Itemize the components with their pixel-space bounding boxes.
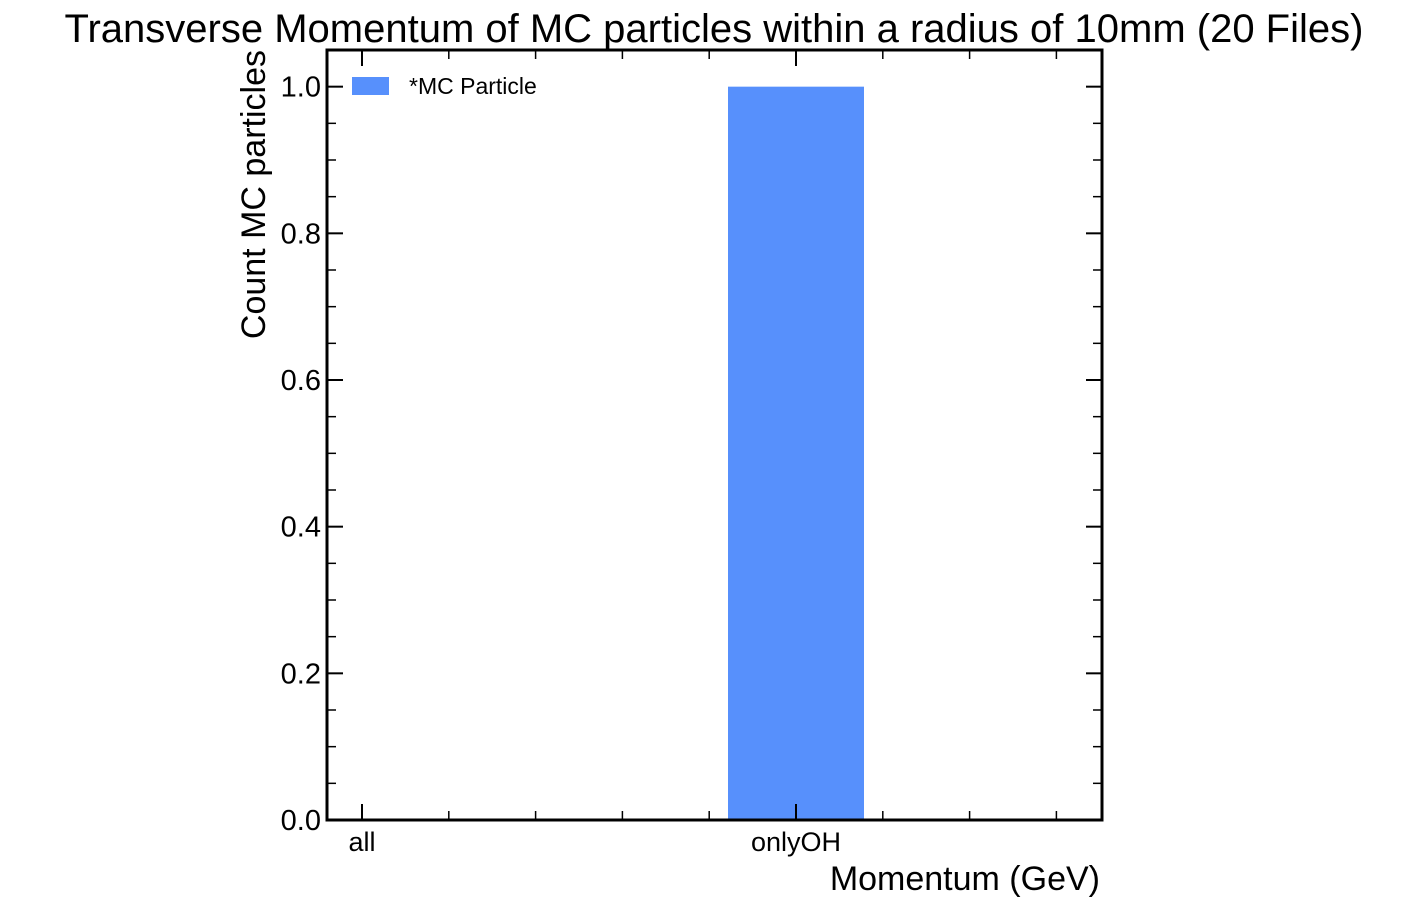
y-tick-label: 0.0: [281, 805, 321, 837]
y-axis-label: Count MC particles: [235, 50, 273, 339]
bar-onlyOH: [728, 86, 864, 820]
plot-frame: [325, 48, 1104, 822]
x-tick-label-all: all: [348, 827, 375, 857]
chart-title: Transverse Momentum of MC particles with…: [65, 7, 1364, 51]
legend-label: *MC Particle: [409, 73, 537, 99]
y-ticks: 0.0 0.2 0.4 0.6 0.8 1.0: [281, 72, 1102, 837]
y-tick-label: 0.8: [281, 218, 321, 250]
y-tick-label: 0.2: [281, 658, 321, 690]
legend: *MC Particle: [352, 73, 537, 99]
y-tick-label: 1.0: [281, 72, 321, 104]
y-tick-label: 0.4: [281, 512, 321, 544]
legend-swatch: [352, 77, 389, 95]
x-ticks: all onlyOH: [348, 50, 1058, 857]
x-tick-label-onlyOH: onlyOH: [751, 827, 841, 857]
bars-group: [728, 86, 864, 820]
y-tick-label: 0.6: [281, 365, 321, 397]
x-axis-label: Momentum (GeV): [830, 860, 1100, 898]
